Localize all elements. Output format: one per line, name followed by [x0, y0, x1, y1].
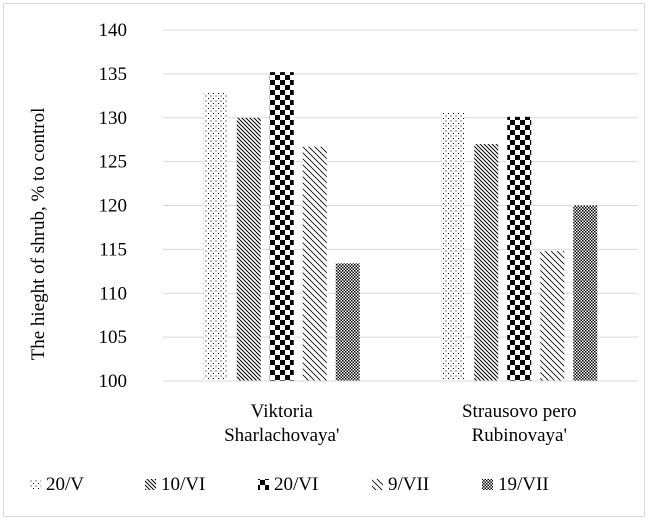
legend-swatch-19-VII	[482, 479, 493, 490]
y-tick-label: 140	[99, 20, 128, 41]
bar-9-VII-cat2	[540, 251, 565, 381]
legend-swatch-9-VII	[372, 479, 383, 490]
gridlines	[163, 29, 638, 338]
y-tick-label: 120	[99, 196, 128, 217]
legend-label: 20/V	[46, 474, 84, 495]
y-tick-label: 130	[99, 108, 128, 129]
bars	[203, 72, 598, 382]
legend: 20/V 10/VI 20/VI 9/VII 19/VII	[30, 474, 549, 495]
bar-19-VII-cat1	[335, 263, 360, 381]
x-category-label: Viktoria	[251, 401, 314, 422]
legend-label: 19/VII	[498, 474, 549, 495]
y-tick-label: 125	[99, 152, 128, 173]
legend-swatch-10-VI	[145, 479, 156, 490]
y-tick-label: 110	[99, 283, 127, 304]
x-axis-category-labels: Viktoria Sharlachovaya' Strausovo pero Rubi…	[224, 401, 576, 446]
legend-label: 20/VI	[274, 474, 318, 495]
bar-20-V-cat2	[441, 111, 466, 382]
bar-20-VI-cat1	[269, 72, 294, 382]
y-axis-tick-labels: 100 105 110 115 120 125 130 135 140	[99, 20, 128, 392]
x-category-label: Strausovo pero	[462, 401, 577, 422]
x-category-label: Sharlachovaya'	[224, 425, 339, 446]
bar-10-VI-cat2	[474, 144, 499, 381]
bar-20-V-cat1	[203, 91, 228, 382]
y-tick-label: 115	[99, 239, 127, 260]
legend-label: 10/VI	[161, 474, 205, 495]
y-tick-label: 135	[99, 64, 128, 85]
bar-9-VII-cat1	[302, 146, 327, 381]
bar-10-VI-cat1	[236, 117, 261, 381]
legend-label: 9/VII	[388, 474, 429, 495]
legend-swatch-20-V	[30, 479, 41, 490]
y-tick-label: 100	[99, 371, 128, 392]
x-category-label: Rubinovaya'	[472, 425, 567, 446]
legend-swatch-20-VI	[258, 479, 269, 490]
y-axis-title: The hieght of shrub, % to control	[28, 108, 49, 361]
bar-20-VI-cat2	[507, 116, 532, 381]
bar-19-VII-cat2	[573, 205, 598, 381]
y-tick-label: 105	[99, 327, 128, 348]
chart-frame	[3, 3, 645, 517]
